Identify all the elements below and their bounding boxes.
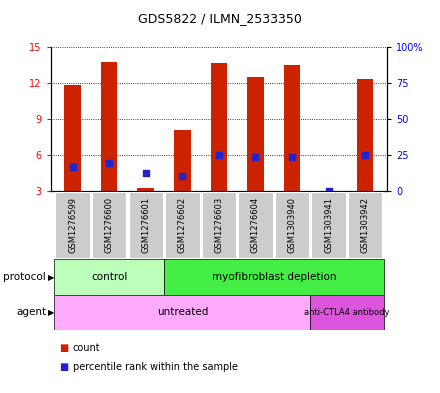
Bar bbox=[137, 188, 154, 191]
Bar bbox=[55, 192, 90, 258]
Point bbox=[69, 163, 76, 170]
Bar bbox=[165, 192, 199, 258]
Bar bbox=[128, 192, 163, 258]
Text: GSM1303941: GSM1303941 bbox=[324, 197, 333, 253]
Text: GSM1303942: GSM1303942 bbox=[361, 197, 370, 253]
Bar bbox=[238, 192, 273, 258]
Text: control: control bbox=[91, 272, 127, 282]
Text: GSM1276603: GSM1276603 bbox=[214, 197, 224, 253]
Bar bbox=[275, 192, 309, 258]
Point bbox=[362, 152, 369, 158]
Text: percentile rank within the sample: percentile rank within the sample bbox=[73, 362, 238, 373]
Text: protocol: protocol bbox=[4, 272, 46, 282]
Point bbox=[252, 154, 259, 160]
Point bbox=[216, 152, 223, 158]
Bar bbox=[357, 79, 374, 191]
Text: count: count bbox=[73, 343, 100, 353]
Point bbox=[179, 173, 186, 179]
Bar bbox=[310, 295, 384, 330]
Bar bbox=[211, 63, 227, 191]
Point bbox=[106, 160, 113, 166]
Text: GSM1276601: GSM1276601 bbox=[141, 197, 150, 253]
Bar bbox=[54, 259, 164, 295]
Text: anti-CTLA4 antibody: anti-CTLA4 antibody bbox=[304, 308, 390, 317]
Text: agent: agent bbox=[16, 307, 46, 318]
Point bbox=[289, 154, 296, 160]
Point bbox=[325, 187, 332, 194]
Bar bbox=[164, 259, 384, 295]
Bar bbox=[284, 65, 301, 191]
Text: ■: ■ bbox=[59, 343, 69, 353]
Text: GSM1276599: GSM1276599 bbox=[68, 197, 77, 253]
Text: ▶: ▶ bbox=[48, 308, 55, 317]
Bar bbox=[174, 130, 191, 191]
Point bbox=[142, 169, 149, 176]
Text: ▶: ▶ bbox=[48, 273, 55, 281]
Text: GDS5822 / ILMN_2533350: GDS5822 / ILMN_2533350 bbox=[138, 12, 302, 25]
Bar bbox=[348, 192, 382, 258]
Text: GSM1276604: GSM1276604 bbox=[251, 197, 260, 253]
Bar bbox=[92, 192, 126, 258]
Bar bbox=[312, 192, 346, 258]
Bar bbox=[101, 61, 117, 191]
Text: GSM1276602: GSM1276602 bbox=[178, 197, 187, 253]
Text: GSM1276600: GSM1276600 bbox=[105, 197, 114, 253]
Text: myofibroblast depletion: myofibroblast depletion bbox=[212, 272, 336, 282]
Bar bbox=[64, 85, 81, 191]
Bar bbox=[54, 295, 310, 330]
Bar bbox=[247, 77, 264, 191]
Text: GSM1303940: GSM1303940 bbox=[288, 197, 297, 253]
Text: ■: ■ bbox=[59, 362, 69, 373]
Bar bbox=[202, 192, 236, 258]
Text: untreated: untreated bbox=[157, 307, 208, 318]
